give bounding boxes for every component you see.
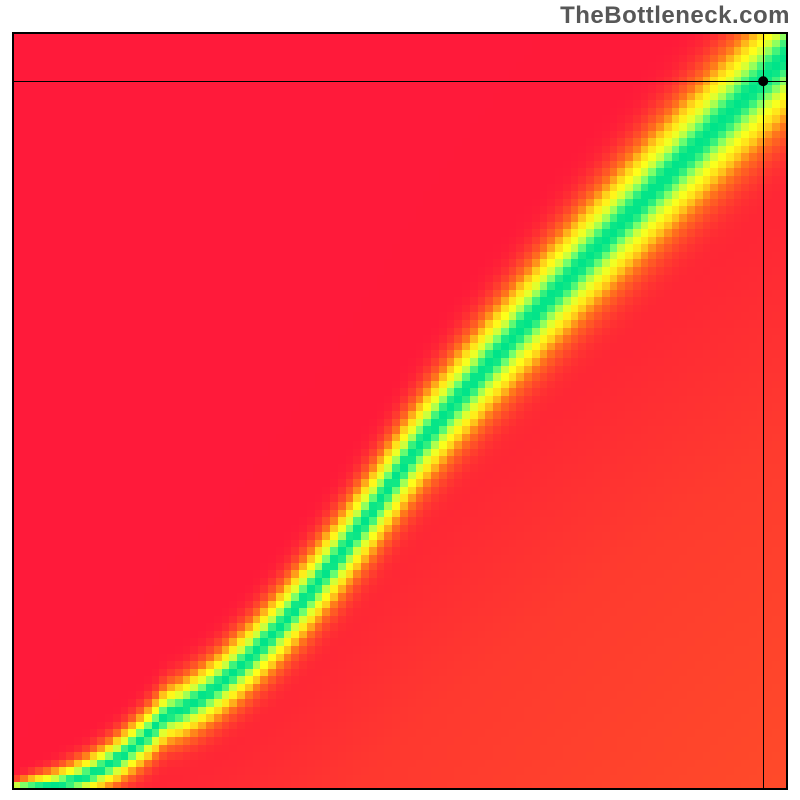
watermark-text: TheBottleneck.com	[560, 2, 790, 30]
chart-container: TheBottleneck.com	[0, 0, 800, 800]
heatmap-canvas	[12, 32, 788, 790]
plot-area	[12, 32, 788, 790]
